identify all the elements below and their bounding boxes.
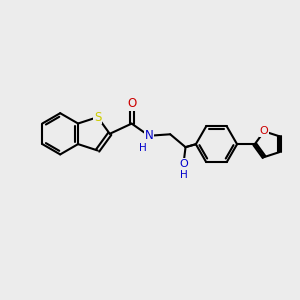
Text: H: H [139,143,146,153]
Text: O: O [260,126,268,136]
Text: S: S [94,111,101,124]
Text: O: O [180,159,188,169]
Text: O: O [127,97,136,110]
Text: N: N [145,129,153,142]
Text: H: H [180,169,188,179]
